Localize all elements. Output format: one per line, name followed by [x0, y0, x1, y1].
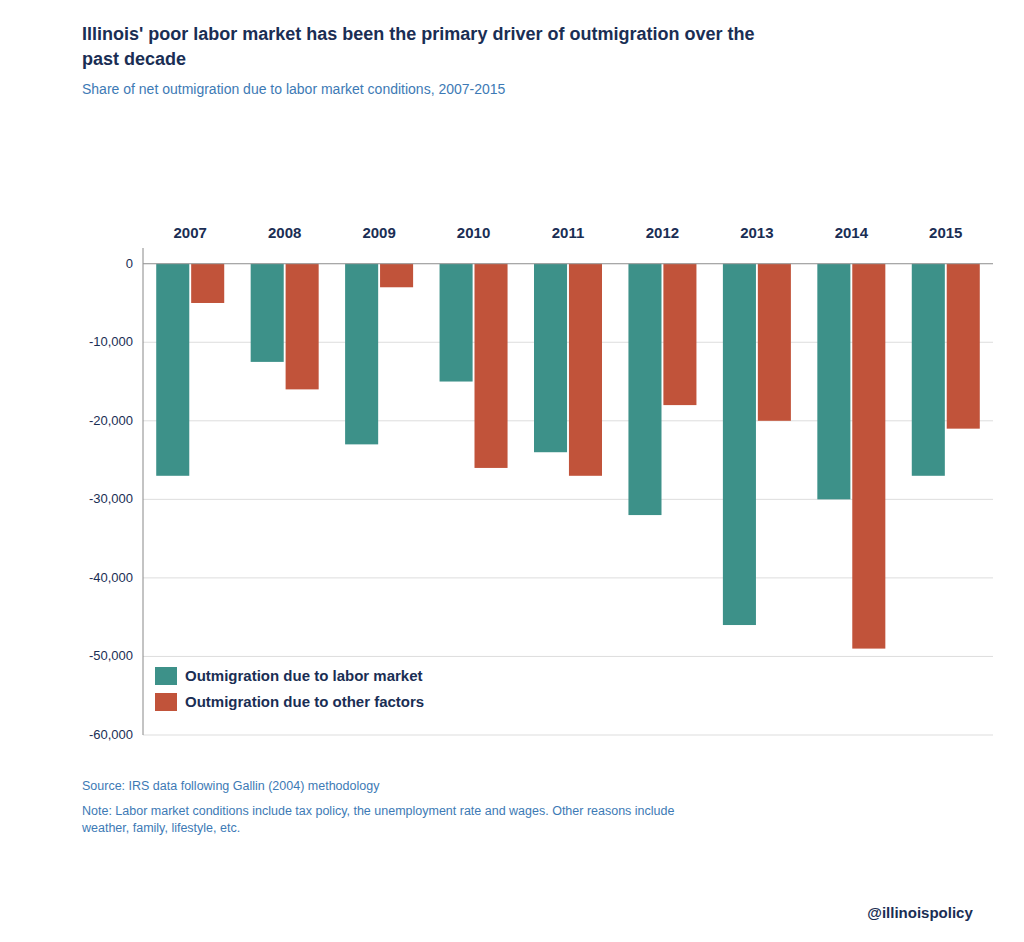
y-tick-label: -20,000 [89, 413, 133, 428]
grid-line [143, 656, 993, 657]
chart: Illinois' poor labor market has been the… [0, 0, 1024, 942]
y-tick-label: -40,000 [89, 570, 133, 585]
bar [663, 264, 696, 405]
bar [569, 264, 602, 476]
y-tick-label: -10,000 [89, 334, 133, 349]
annotation: Note: Labor market conditions include ta… [82, 804, 675, 818]
bar [251, 264, 284, 362]
y-axis-line [143, 248, 144, 735]
grid-line [143, 263, 993, 264]
zero-line [143, 263, 993, 264]
x-tick-label: 2008 [268, 224, 301, 241]
bar [440, 264, 473, 382]
bar [817, 264, 850, 500]
bar [628, 264, 661, 515]
x-tick-label: 2013 [740, 224, 773, 241]
x-tick-label: 2010 [457, 224, 490, 241]
x-tick-label: 2007 [174, 224, 207, 241]
subtitle: Share of net outmigration due to labor m… [82, 81, 506, 97]
title: Illinois' poor labor market has been the… [82, 24, 754, 44]
x-tick-label: 2015 [929, 224, 962, 241]
x-tick-labels: 2007 2008 2009 2010 2011 2012 2013 2014 2015 [174, 224, 963, 241]
y-tick-label: -30,000 [89, 491, 133, 506]
y-tick-label: 0 [126, 256, 133, 271]
x-tick-label: 2012 [646, 224, 679, 241]
bar [723, 264, 756, 625]
watermark: @illinoispolicy [867, 904, 973, 921]
bar [947, 264, 980, 429]
bar [380, 264, 413, 288]
x-tick-label: 2014 [835, 224, 869, 241]
legend-swatch [155, 667, 177, 685]
bar [475, 264, 508, 468]
legend-swatch [155, 693, 177, 711]
y-tick-label: -50,000 [89, 648, 133, 663]
legend-label: Outmigration due to labor market [185, 667, 423, 684]
bar [852, 264, 885, 649]
bars [156, 264, 980, 649]
y-tick-label: -60,000 [89, 727, 133, 742]
bar [534, 264, 567, 453]
legend-label: Outmigration due to other factors [185, 693, 424, 710]
x-tick-label: 2009 [362, 224, 395, 241]
grid [143, 264, 993, 735]
bar [156, 264, 189, 476]
title: past decade [82, 49, 186, 69]
y-tick-labels: 0 -10,000 -20,000 -30,000 -40,000 -50,000 -60,… [89, 256, 133, 742]
bar [191, 264, 224, 303]
bar [345, 264, 378, 445]
grid-line [143, 735, 993, 736]
legend: Outmigration due to labor market Outmigra… [155, 667, 424, 711]
annotation: weather, family, lifestyle, etc. [81, 821, 240, 835]
annotation: Source: IRS data following Gallin (2004)… [82, 779, 380, 793]
x-tick-label: 2011 [552, 224, 585, 241]
bar [286, 264, 319, 390]
bar [912, 264, 945, 476]
bar [758, 264, 791, 421]
